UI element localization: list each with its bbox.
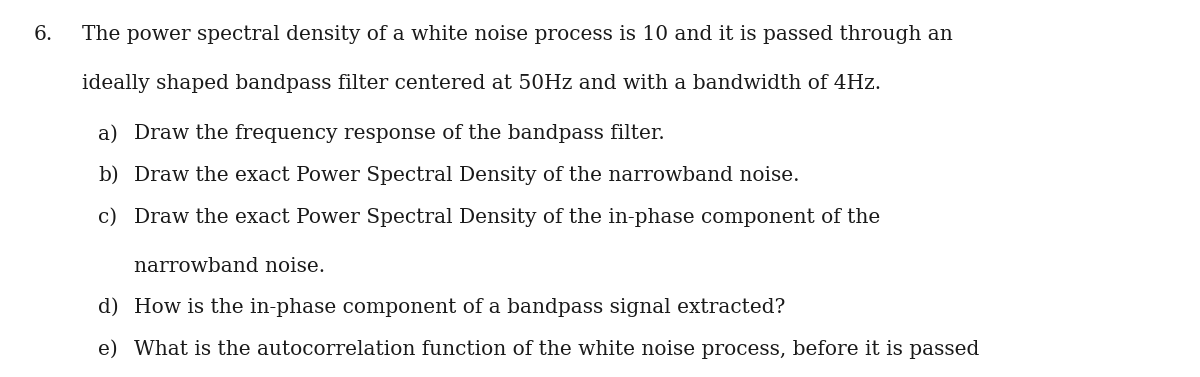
Text: d): d) [98,298,119,317]
Text: b): b) [98,166,119,185]
Text: Draw the exact Power Spectral Density of the narrowband noise.: Draw the exact Power Spectral Density of… [134,166,800,185]
Text: a): a) [98,124,119,143]
Text: How is the in-phase component of a bandpass signal extracted?: How is the in-phase component of a bandp… [134,298,786,317]
Text: Draw the exact Power Spectral Density of the in-phase component of the: Draw the exact Power Spectral Density of… [134,208,881,227]
Text: The power spectral density of a white noise process is 10 and it is passed throu: The power spectral density of a white no… [82,25,953,43]
Text: Draw the frequency response of the bandpass filter.: Draw the frequency response of the bandp… [134,124,665,143]
Text: What is the autocorrelation function of the white noise process, before it is pa: What is the autocorrelation function of … [134,340,979,359]
Text: e): e) [98,340,118,359]
Text: ideally shaped bandpass filter centered at 50Hz and with a bandwidth of 4Hz.: ideally shaped bandpass filter centered … [82,74,881,92]
Text: narrowband noise.: narrowband noise. [134,257,325,276]
Text: 6.: 6. [34,25,53,43]
Text: c): c) [98,208,118,227]
